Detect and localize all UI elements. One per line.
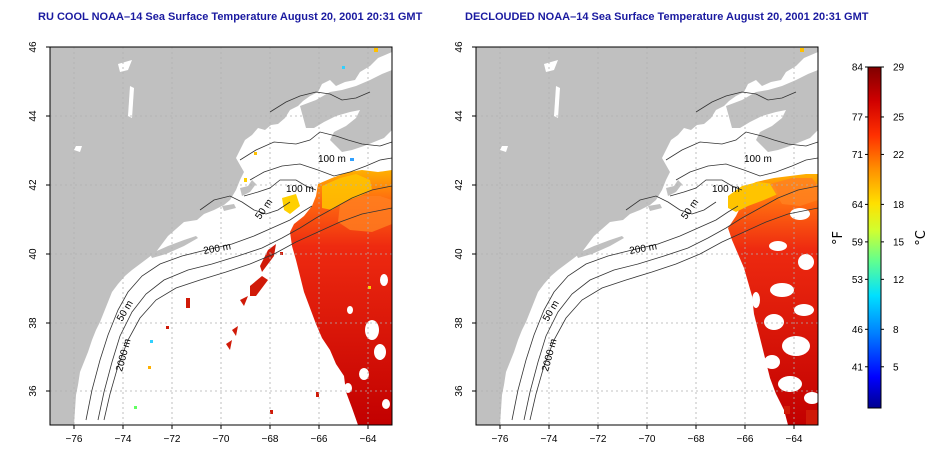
colorbar-label-fahrenheit: 77 xyxy=(852,112,864,123)
left-map-title: RU COOL NOAA–14 Sea Surface Temperature … xyxy=(38,11,423,23)
land-area xyxy=(576,236,624,258)
colorbar-label-celsius: 22 xyxy=(893,150,905,161)
colorbar-label-celsius: 8 xyxy=(893,325,899,336)
land-area xyxy=(648,204,662,211)
sst-warm-water xyxy=(290,170,392,425)
lat-tick-label: 44 xyxy=(28,110,39,122)
left-axis-ticks xyxy=(46,46,369,429)
sst-yellow-patch xyxy=(322,174,372,210)
lat-tick-label: 38 xyxy=(28,317,39,329)
lon-tick-label: −66 xyxy=(311,434,328,445)
land-area xyxy=(300,70,392,152)
left-lon-tick-labels: −76 −74 −72 −70 −68 −66 −64 xyxy=(66,434,377,445)
lon-tick-label: −76 xyxy=(492,434,509,445)
colorbar-label-celsius: 15 xyxy=(893,237,905,248)
lon-tick-label: −64 xyxy=(786,434,803,445)
lat-lon-grid xyxy=(50,47,392,425)
colorbar-label-celsius: 25 xyxy=(893,112,905,123)
bathymetry-contours xyxy=(85,91,392,421)
lon-tick-label: −72 xyxy=(164,434,181,445)
lake xyxy=(500,146,508,152)
right-axis-ticks xyxy=(472,46,795,429)
colorbar-label-fahrenheit: 41 xyxy=(852,362,864,373)
sst-speckles xyxy=(134,48,378,409)
sst-speckle xyxy=(800,48,804,52)
sst-fragments xyxy=(784,406,818,425)
left-lat-tick-labels: 36 38 40 42 44 46 xyxy=(28,41,39,397)
colorbar: 84 29 77 25 71 22 64 18 59 15 53 12 46 8 41 5 °F °C xyxy=(831,63,929,409)
contour-label: 100 m xyxy=(744,154,772,165)
lat-tick-label: 42 xyxy=(28,179,39,191)
sst-fragments xyxy=(166,244,319,414)
lon-tick-label: −72 xyxy=(590,434,607,445)
colorbar-label-celsius: 5 xyxy=(893,362,899,373)
right-lat-tick-labels: 36 38 40 42 44 46 xyxy=(454,41,465,397)
land-area xyxy=(50,47,392,425)
lon-tick-label: −68 xyxy=(688,434,705,445)
lat-tick-label: 40 xyxy=(454,248,465,260)
contour-label: 200 m xyxy=(629,241,658,257)
lat-tick-label: 44 xyxy=(454,110,465,122)
contour-label: 100 m xyxy=(712,184,740,195)
lake xyxy=(544,60,558,72)
colorbar-unit-celsius: °C xyxy=(914,230,929,246)
lat-tick-label: 36 xyxy=(28,385,39,397)
colorbar-label-fahrenheit: 46 xyxy=(852,325,864,336)
bathymetry-contours xyxy=(511,91,818,421)
lat-lon-grid xyxy=(476,47,818,425)
lake xyxy=(118,60,132,72)
sst-warm-water xyxy=(728,174,818,425)
lake xyxy=(74,146,82,152)
colorbar-label-fahrenheit: 71 xyxy=(852,150,864,161)
lat-tick-label: 46 xyxy=(28,41,39,53)
colorbar-label-fahrenheit: 53 xyxy=(852,275,864,286)
contour-label: 100 m xyxy=(286,184,314,195)
lat-tick-label: 42 xyxy=(454,179,465,191)
lon-tick-label: −70 xyxy=(213,434,230,445)
colorbar-unit-fahrenheit: °F xyxy=(831,231,846,245)
land-area xyxy=(666,180,682,196)
left-map: 100 m 100 m 50 m 200 m 50 m 2000 m xyxy=(50,47,392,425)
land-area xyxy=(222,204,236,211)
sst-orange-patch xyxy=(338,196,392,232)
lake xyxy=(554,86,560,118)
lon-tick-label: −64 xyxy=(360,434,377,445)
land-area xyxy=(240,180,256,196)
colorbar-label-celsius: 18 xyxy=(893,200,905,211)
sst-yellow-patch xyxy=(282,194,300,214)
lon-tick-label: −74 xyxy=(541,434,558,445)
colorbar-ramp xyxy=(867,66,882,409)
land-area xyxy=(476,47,818,425)
cloud-holes xyxy=(752,208,818,412)
colorbar-label-fahrenheit: 64 xyxy=(852,200,864,211)
colorbar-label-fahrenheit: 59 xyxy=(852,237,864,248)
lon-tick-label: −70 xyxy=(639,434,656,445)
lat-tick-label: 40 xyxy=(28,248,39,260)
colorbar-label-celsius: 29 xyxy=(893,63,905,74)
lon-tick-label: −66 xyxy=(737,434,754,445)
colorbar-label-celsius: 12 xyxy=(893,275,905,286)
lat-tick-label: 36 xyxy=(454,385,465,397)
lon-tick-label: −76 xyxy=(66,434,83,445)
lat-tick-label: 46 xyxy=(454,41,465,53)
lon-tick-label: −74 xyxy=(115,434,132,445)
land-area xyxy=(150,236,198,258)
colorbar-label-fahrenheit: 84 xyxy=(852,63,864,74)
cloud-holes xyxy=(344,274,390,409)
lat-tick-label: 38 xyxy=(454,317,465,329)
contour-label: 100 m xyxy=(318,154,346,165)
right-map-title: DECLOUDED NOAA–14 Sea Surface Temperatur… xyxy=(465,11,869,23)
right-map: 100 m 100 m 50 m 200 m 50 m 2000 m xyxy=(476,47,818,425)
colorbar-ticks: 84 29 77 25 71 22 64 18 59 15 53 12 46 8 41 5 xyxy=(852,63,905,374)
lon-tick-label: −68 xyxy=(262,434,279,445)
contour-label: 200 m xyxy=(203,241,232,257)
right-lon-tick-labels: −76 −74 −72 −70 −68 −66 −64 xyxy=(492,434,803,445)
land-area xyxy=(726,70,818,152)
lake xyxy=(128,86,134,118)
